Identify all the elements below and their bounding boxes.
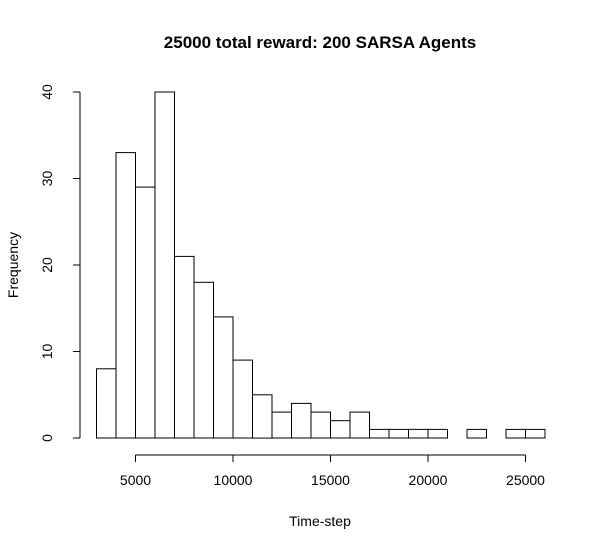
histogram-bar-22 bbox=[525, 428, 546, 439]
histogram-bar-2 bbox=[135, 186, 156, 439]
histogram-bar-4 bbox=[174, 255, 195, 439]
histogram-bar-13 bbox=[349, 411, 370, 439]
y-tick-label-1: 10 bbox=[39, 344, 55, 360]
histogram-bar-6 bbox=[213, 316, 234, 439]
histogram-bar-21 bbox=[505, 428, 526, 439]
histogram-bar-7 bbox=[232, 359, 253, 439]
y-axis: 0 10 20 30 40 bbox=[39, 84, 81, 442]
y-tick-label-2: 20 bbox=[39, 257, 55, 273]
x-axis-label: Time-step bbox=[289, 513, 351, 529]
histogram-bar-11 bbox=[310, 411, 331, 439]
y-tick-label-4: 40 bbox=[39, 84, 55, 100]
x-tick-label-4: 25000 bbox=[506, 472, 545, 488]
histogram-bar-12 bbox=[330, 420, 351, 439]
y-tick-label-0: 0 bbox=[39, 434, 55, 442]
histogram-bar-10 bbox=[291, 402, 312, 439]
y-axis-label: Frequency bbox=[5, 232, 21, 298]
histogram-bar-0 bbox=[96, 368, 117, 439]
histogram-bar-1 bbox=[115, 152, 136, 439]
histogram-bar-15 bbox=[388, 428, 409, 439]
x-tick-label-3: 20000 bbox=[409, 472, 448, 488]
histogram-bar-14 bbox=[369, 428, 390, 439]
bars-group bbox=[96, 91, 546, 439]
histogram-bar-19 bbox=[466, 428, 487, 439]
histogram-bar-3 bbox=[154, 91, 175, 439]
histogram-bar-16 bbox=[408, 428, 429, 439]
x-tick-label-0: 5000 bbox=[120, 472, 151, 488]
histogram-bar-17 bbox=[427, 428, 448, 439]
x-tick-label-2: 15000 bbox=[311, 472, 350, 488]
histogram-bar-8 bbox=[252, 394, 273, 439]
histogram-bar-5 bbox=[193, 281, 214, 439]
x-tick-label-1: 10000 bbox=[214, 472, 253, 488]
chart-title: 25000 total reward: 200 SARSA Agents bbox=[164, 33, 476, 52]
histogram-bar-9 bbox=[271, 411, 292, 439]
x-axis: 5000 10000 15000 20000 25000 bbox=[120, 454, 545, 488]
y-tick-label-3: 30 bbox=[39, 171, 55, 187]
